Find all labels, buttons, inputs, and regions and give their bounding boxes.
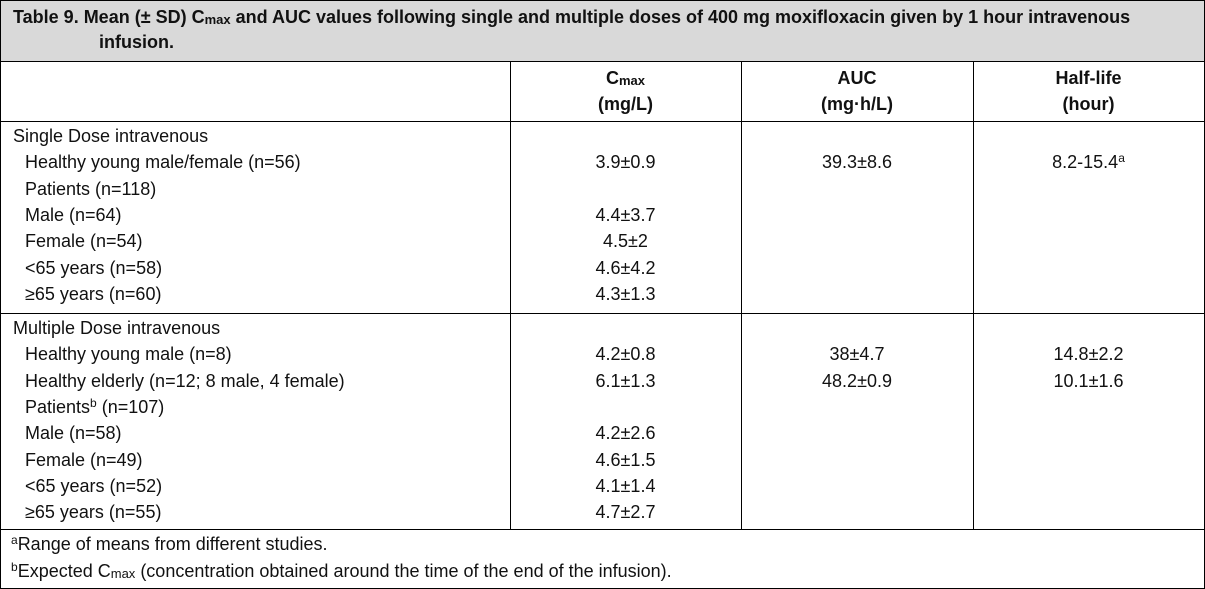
rule: [1, 529, 1204, 530]
title-bar: [1, 1, 1204, 61]
value-cell: 6.1±1.3: [510, 368, 741, 394]
row-label: Healthy young male/female (n=56): [25, 149, 505, 175]
value-text: 38±4.7: [829, 344, 885, 365]
value-text: 4.2±2.6: [595, 423, 656, 444]
col-rule: [741, 61, 742, 529]
value-text: 14.8±2.2: [1053, 344, 1124, 365]
footnote-rest: (concentration obtained around the time …: [140, 560, 672, 581]
footnote: bExpected Cmax (concentration obtained ar…: [11, 558, 1191, 584]
value-cell: 4.4±3.7: [510, 202, 741, 228]
value-cell: 14.8±2.2: [973, 341, 1204, 367]
value-text: 4.6±4.2: [595, 257, 656, 278]
value-cell: 3.9±0.9: [510, 149, 741, 175]
header-unit: (mg·h/L): [821, 94, 893, 114]
heading-text: Single Dose intravenous: [13, 126, 209, 146]
row-label: ≥65 years (n=60): [25, 281, 505, 307]
label-text: Patients (n=118): [25, 178, 157, 199]
title-text: Table 9. Mean (± SD) C: [13, 7, 205, 27]
value-cell: 4.6±4.2: [510, 255, 741, 281]
value-text: 48.2±0.9: [822, 370, 892, 391]
value-cell: 4.1±1.4: [510, 473, 741, 499]
col-rule: [510, 61, 511, 529]
value-text: 4.7±2.7: [595, 502, 656, 523]
value-text: 4.2±0.8: [595, 344, 656, 365]
row-label: Patientsb (n=107): [25, 394, 505, 420]
value-cell: 48.2±0.9: [741, 368, 973, 394]
footnote-mark: b: [11, 559, 18, 574]
header-unit: (hour): [1062, 94, 1115, 114]
row-label: Male (n=58): [25, 420, 505, 446]
label-text: Patients: [25, 396, 91, 417]
header-text: C: [605, 68, 619, 88]
value-cell: 4.7±2.7: [510, 499, 741, 525]
value-cell: 39.3±8.6: [741, 149, 973, 175]
label-text: Male (n=58): [25, 423, 122, 444]
header-cmax: Cmax (mg/L): [510, 65, 741, 117]
value-text: 3.9±0.9: [595, 152, 656, 173]
header-auc: AUC (mg·h/L): [741, 65, 973, 117]
rule: [1, 61, 1204, 62]
label-text: ≥65 years (n=60): [25, 283, 162, 304]
label-text: <65 years (n=52): [25, 475, 163, 496]
table-title: Table 9. Mean (± SD) Cmax and AUC values…: [13, 5, 1198, 55]
row-label: Healthy young male (n=8): [25, 341, 505, 367]
value-cell: 4.5±2: [510, 228, 741, 254]
label-text: Female (n=49): [25, 449, 143, 470]
label-text: Female (n=54): [25, 231, 143, 252]
row-label: Healthy elderly (n=12; 8 male, 4 female): [25, 368, 505, 394]
value-text: 4.3±1.3: [595, 283, 656, 304]
row-label: Female (n=49): [25, 447, 505, 473]
footnote: aRange of means from different studies.: [11, 531, 1191, 557]
value-text: 4.4±3.7: [595, 204, 656, 225]
header-text: AUC: [837, 68, 877, 88]
value-cell: 4.3±1.3: [510, 281, 741, 307]
label-text: Healthy young male/female (n=56): [25, 152, 301, 173]
label-text: ≥65 years (n=55): [25, 502, 162, 523]
section-heading: Multiple Dose intravenous: [13, 315, 503, 341]
header-unit: (mg/L): [598, 94, 653, 114]
header-sub: max: [618, 73, 646, 88]
section-heading: Single Dose intravenous: [13, 123, 503, 149]
value-text: 6.1±1.3: [595, 370, 656, 391]
footnote-text: Expected C: [17, 560, 111, 581]
value-cell: 8.2-15.4a: [973, 149, 1204, 175]
row-label: ≥65 years (n=55): [25, 499, 505, 525]
value-cell: 38±4.7: [741, 341, 973, 367]
row-label: Patients (n=118): [25, 176, 505, 202]
row-label: Male (n=64): [25, 202, 505, 228]
value-note: a: [1118, 151, 1125, 166]
label-text: <65 years (n=58): [25, 257, 163, 278]
row-label: <65 years (n=58): [25, 255, 505, 281]
value-text: 39.3±8.6: [822, 152, 892, 173]
value-text: 10.1±1.6: [1053, 370, 1124, 391]
rule: [1, 121, 1204, 122]
value-text: 4.5±2: [603, 231, 648, 252]
label-rest: (n=107): [101, 396, 165, 417]
col-rule: [973, 61, 974, 529]
rule: [1, 313, 1204, 314]
header-text: Half-life: [1055, 68, 1122, 88]
label-text: Healthy young male (n=8): [25, 344, 232, 365]
footnote-text: Range of means from different studies.: [17, 534, 328, 554]
value-text: 4.6±1.5: [595, 449, 656, 470]
value-cell: 4.6±1.5: [510, 447, 741, 473]
title-sub: max: [204, 12, 231, 27]
heading-text: Multiple Dose intravenous: [13, 318, 221, 338]
value-text: 8.2-15.4: [1052, 152, 1119, 173]
footnote-sub: max: [110, 565, 136, 581]
label-note: b: [90, 395, 97, 410]
footnote-mark: a: [11, 533, 18, 547]
value-text: 4.1±1.4: [595, 475, 656, 496]
label-text: Male (n=64): [25, 204, 122, 225]
row-label: <65 years (n=52): [25, 473, 505, 499]
label-text: Healthy elderly (n=12; 8 male, 4 female): [25, 370, 345, 391]
header-half-life: Half-life (hour): [973, 65, 1204, 117]
value-cell: 4.2±2.6: [510, 420, 741, 446]
value-cell: 10.1±1.6: [973, 368, 1204, 394]
row-label: Female (n=54): [25, 228, 505, 254]
value-cell: 4.2±0.8: [510, 341, 741, 367]
title-rest: and AUC values following single and mult…: [99, 7, 1131, 52]
